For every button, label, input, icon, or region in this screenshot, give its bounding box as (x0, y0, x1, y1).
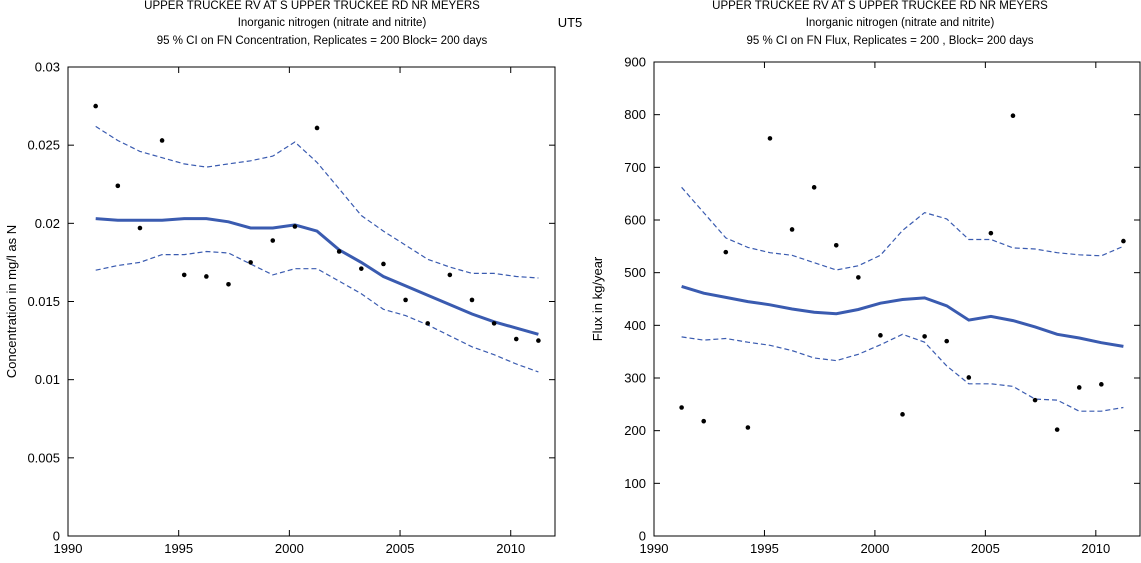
data-point (701, 418, 707, 424)
x-tick-label: 2005 (971, 541, 1000, 556)
data-point (878, 333, 883, 338)
flux-chart: UPPER TRUCKEE RV AT S UPPER TRUCKEE RD N… (590, 0, 1141, 556)
data-point (292, 224, 298, 229)
data-point (513, 336, 519, 342)
series-line-flow-normalized (681, 284, 1124, 348)
x-tick-label: 1990 (54, 541, 83, 556)
data-point (1076, 385, 1082, 390)
data-point (447, 272, 453, 278)
y-axis-label: Flux in kg/year (590, 256, 605, 341)
x-tick-label: 1990 (640, 541, 669, 556)
data-point (469, 297, 475, 303)
series-line-ci-lower (681, 333, 1124, 412)
x-tick-label: 2005 (386, 541, 415, 556)
figure-label: UT5 (558, 15, 583, 30)
chart-title-line: Inorganic nitrogen (nitrate and nitrite) (238, 17, 427, 29)
y-tick-label: 0.02 (35, 216, 60, 231)
chart-title-line: Inorganic nitrogen (nitrate and nitrite) (806, 17, 995, 29)
chart-title-line: 95 % CI on FN Flux, Replicates = 200 , B… (746, 35, 1033, 47)
chart-title-line: UPPER TRUCKEE RV AT S UPPER TRUCKEE RD N… (144, 0, 480, 12)
series-line-ci-upper (681, 186, 1124, 271)
x-tick-label: 2010 (496, 541, 525, 556)
data-point (270, 238, 276, 243)
data-point (115, 183, 121, 189)
data-point (137, 225, 143, 231)
y-axis-label: Concentration in mg/l as N (4, 225, 19, 378)
chart-title-line: 95 % CI on FN Concentration, Replicates … (157, 35, 488, 47)
data-point (1010, 113, 1016, 119)
y-tick-label: 0.005 (27, 450, 60, 465)
y-tick-label: 700 (624, 160, 646, 175)
data-point (314, 125, 320, 131)
y-tick-label: 0.025 (27, 138, 60, 153)
data-point (922, 334, 927, 339)
y-tick-label: 500 (624, 265, 646, 280)
data-point (425, 321, 431, 326)
x-tick-label: 2000 (860, 541, 889, 556)
data-point (679, 405, 684, 410)
y-tick-label: 400 (624, 318, 646, 333)
y-tick-label: 600 (624, 213, 646, 228)
y-tick-label: 0.03 (35, 60, 60, 75)
data-point (767, 136, 773, 141)
series-line-flow-normalized (95, 217, 539, 336)
chart-title-line: UPPER TRUCKEE RV AT S UPPER TRUCKEE RD N… (712, 0, 1048, 12)
y-tick-label: 0.015 (27, 294, 60, 309)
y-tick-label: 900 (624, 55, 646, 70)
data-point (491, 321, 497, 326)
data-point (745, 425, 751, 430)
data-point (1054, 427, 1060, 432)
data-point (403, 297, 408, 303)
y-tick-label: 0 (639, 529, 646, 544)
concentration-chart: UPPER TRUCKEE RV AT S UPPER TRUCKEE RD N… (4, 0, 556, 556)
y-tick-label: 100 (624, 476, 646, 491)
data-point (833, 242, 839, 248)
data-point (159, 138, 165, 143)
data-point (336, 249, 342, 254)
data-point (988, 230, 994, 236)
x-tick-label: 2000 (275, 541, 304, 556)
data-point (181, 272, 187, 278)
data-point (1099, 382, 1104, 387)
series-line-ci-lower (95, 250, 539, 373)
y-tick-label: 300 (624, 371, 646, 386)
data-point (93, 103, 98, 109)
data-point (966, 375, 972, 380)
data-point (789, 227, 795, 232)
y-tick-label: 0.01 (35, 372, 60, 387)
data-point (381, 261, 386, 267)
x-tick-label: 1995 (750, 541, 779, 556)
data-point (536, 338, 541, 343)
y-tick-label: 800 (624, 107, 646, 122)
data-point (811, 185, 817, 190)
y-tick-label: 0 (53, 529, 60, 544)
y-tick-label: 200 (624, 423, 646, 438)
data-point (204, 274, 209, 279)
data-point (1121, 238, 1126, 244)
data-point (856, 275, 861, 280)
plot-frame (653, 61, 1141, 537)
data-point (226, 282, 231, 287)
series-line-ci-upper (95, 125, 539, 279)
data-point (723, 249, 729, 255)
data-point (944, 338, 950, 344)
data-point (900, 412, 905, 417)
data-point (1032, 397, 1038, 403)
plot-frame (67, 66, 556, 537)
data-point (248, 260, 253, 265)
x-tick-label: 1995 (164, 541, 193, 556)
x-tick-label: 2010 (1081, 541, 1110, 556)
data-point (359, 266, 364, 271)
